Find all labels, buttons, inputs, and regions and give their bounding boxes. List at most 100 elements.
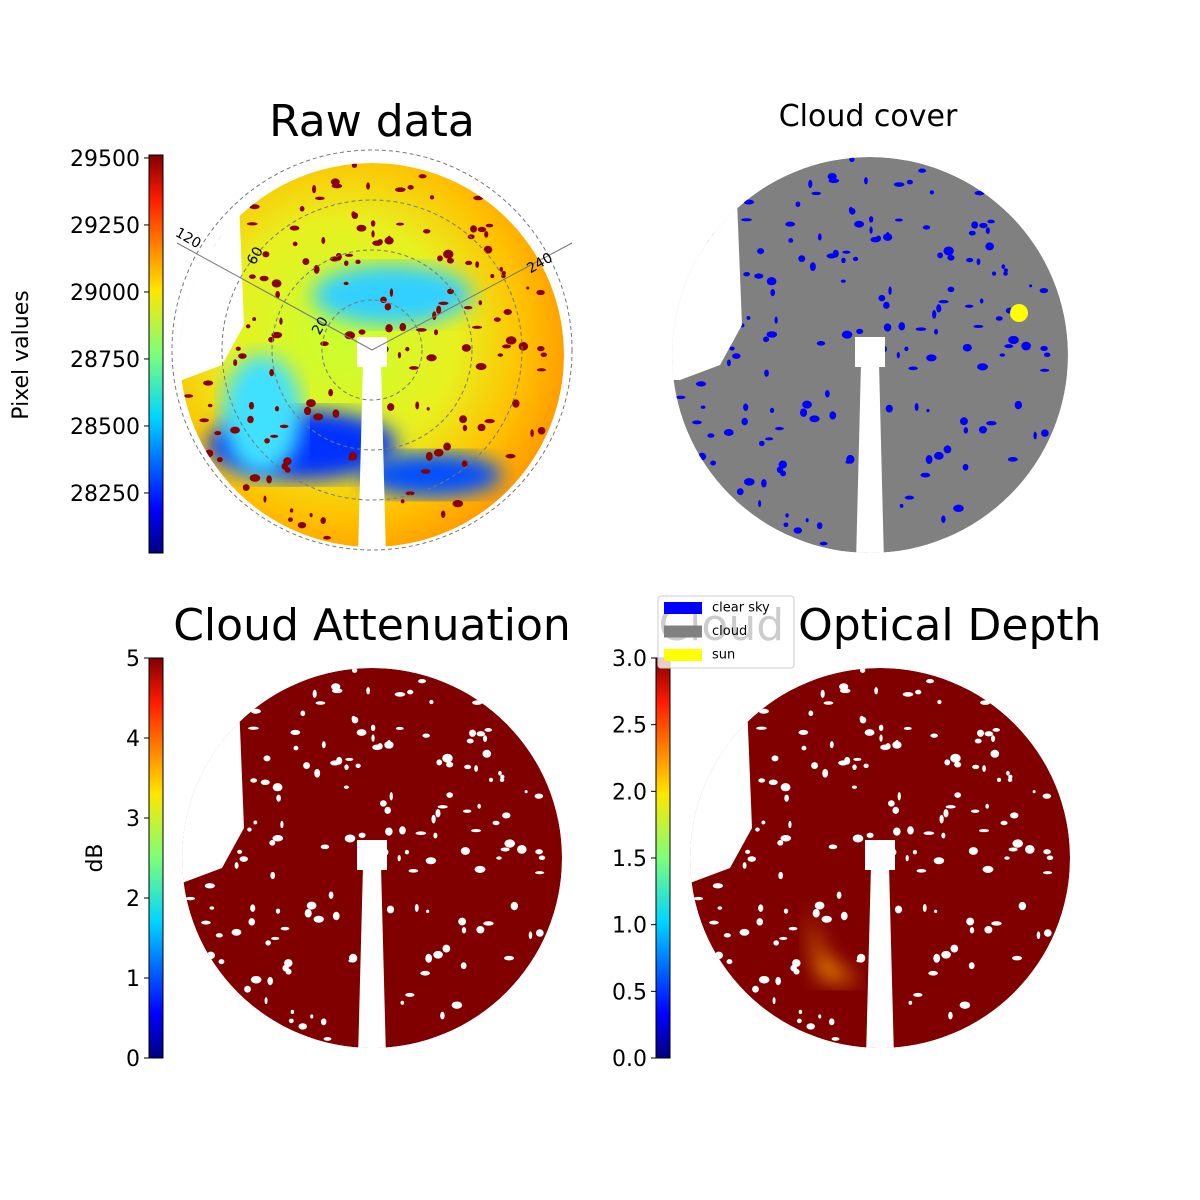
speck xyxy=(366,182,370,190)
speck xyxy=(320,1018,327,1026)
speck xyxy=(462,809,472,813)
speck xyxy=(943,445,952,454)
speck xyxy=(947,254,955,261)
speck xyxy=(743,199,755,205)
tick-label: 1 xyxy=(126,967,140,992)
speck xyxy=(199,418,210,423)
speck xyxy=(984,926,993,934)
speck xyxy=(809,262,816,272)
speck xyxy=(923,831,935,835)
speck xyxy=(1004,856,1010,860)
speck xyxy=(386,905,395,914)
speck xyxy=(282,964,289,972)
speck xyxy=(263,495,267,503)
speck xyxy=(272,835,284,842)
speck xyxy=(840,911,848,921)
speck xyxy=(778,871,784,880)
speck xyxy=(437,805,448,809)
mask xyxy=(865,840,895,870)
speck xyxy=(235,346,241,351)
speck xyxy=(303,762,311,769)
speck xyxy=(289,508,294,513)
speck xyxy=(297,521,307,529)
speck xyxy=(323,1037,332,1041)
speck xyxy=(765,437,774,441)
streak xyxy=(805,908,860,983)
tick-label: 2 xyxy=(126,887,140,912)
speck xyxy=(937,699,942,705)
colorbar-label: Pixel values xyxy=(9,290,34,419)
legend-swatch xyxy=(664,649,702,661)
speck xyxy=(408,869,419,873)
speck xyxy=(482,749,492,758)
sky-image xyxy=(672,157,1068,553)
speck xyxy=(440,510,446,519)
speck xyxy=(384,741,394,749)
speck xyxy=(1043,849,1051,855)
speck xyxy=(477,423,486,432)
tick-label: 4 xyxy=(126,727,140,752)
azimuth-line xyxy=(371,242,573,351)
speck xyxy=(420,970,430,976)
speck xyxy=(289,225,300,231)
speck xyxy=(1042,871,1053,875)
speck xyxy=(798,729,809,735)
speck xyxy=(776,466,784,474)
speck xyxy=(274,406,280,412)
speck xyxy=(934,328,939,335)
speck xyxy=(370,220,376,227)
speck xyxy=(819,541,828,546)
speck xyxy=(399,322,407,332)
speck xyxy=(939,814,944,824)
speck xyxy=(205,449,214,458)
speck xyxy=(745,849,751,854)
speck xyxy=(756,726,767,730)
speck xyxy=(244,985,251,993)
speck xyxy=(899,503,904,508)
speck xyxy=(264,438,270,444)
speck xyxy=(928,970,938,976)
sun xyxy=(1010,304,1028,322)
speck xyxy=(293,745,299,751)
speck xyxy=(1039,287,1049,294)
speck xyxy=(937,252,943,259)
speck xyxy=(371,734,375,742)
sky-image xyxy=(180,163,564,547)
speck xyxy=(517,845,527,854)
panel-title: Cloud Attenuation xyxy=(173,600,571,651)
speck xyxy=(288,1018,294,1024)
speck xyxy=(848,206,853,213)
speck xyxy=(968,847,978,855)
legend-label: cloud xyxy=(712,624,747,639)
speck xyxy=(883,323,892,332)
speck xyxy=(396,222,405,226)
speck xyxy=(987,219,995,224)
speck xyxy=(991,921,1002,926)
speck xyxy=(908,1000,913,1005)
speck xyxy=(432,311,437,321)
speck xyxy=(1007,457,1018,462)
speck xyxy=(389,288,394,297)
speck xyxy=(431,814,436,824)
speck xyxy=(1004,344,1014,349)
speck xyxy=(1000,820,1008,826)
speck xyxy=(377,743,383,750)
speck xyxy=(947,286,955,293)
speck xyxy=(814,901,825,910)
speck xyxy=(934,909,938,914)
speck xyxy=(863,763,869,769)
speck xyxy=(970,809,980,813)
speck xyxy=(700,405,706,409)
speck xyxy=(231,928,242,936)
speck xyxy=(726,359,731,367)
speck xyxy=(335,252,342,261)
speck xyxy=(930,733,938,738)
speck xyxy=(462,424,468,432)
speck xyxy=(763,336,770,343)
speck xyxy=(971,221,979,229)
speck xyxy=(964,304,974,308)
speck xyxy=(907,826,914,835)
speck xyxy=(271,936,280,940)
speck xyxy=(534,871,545,875)
speck xyxy=(366,687,371,695)
